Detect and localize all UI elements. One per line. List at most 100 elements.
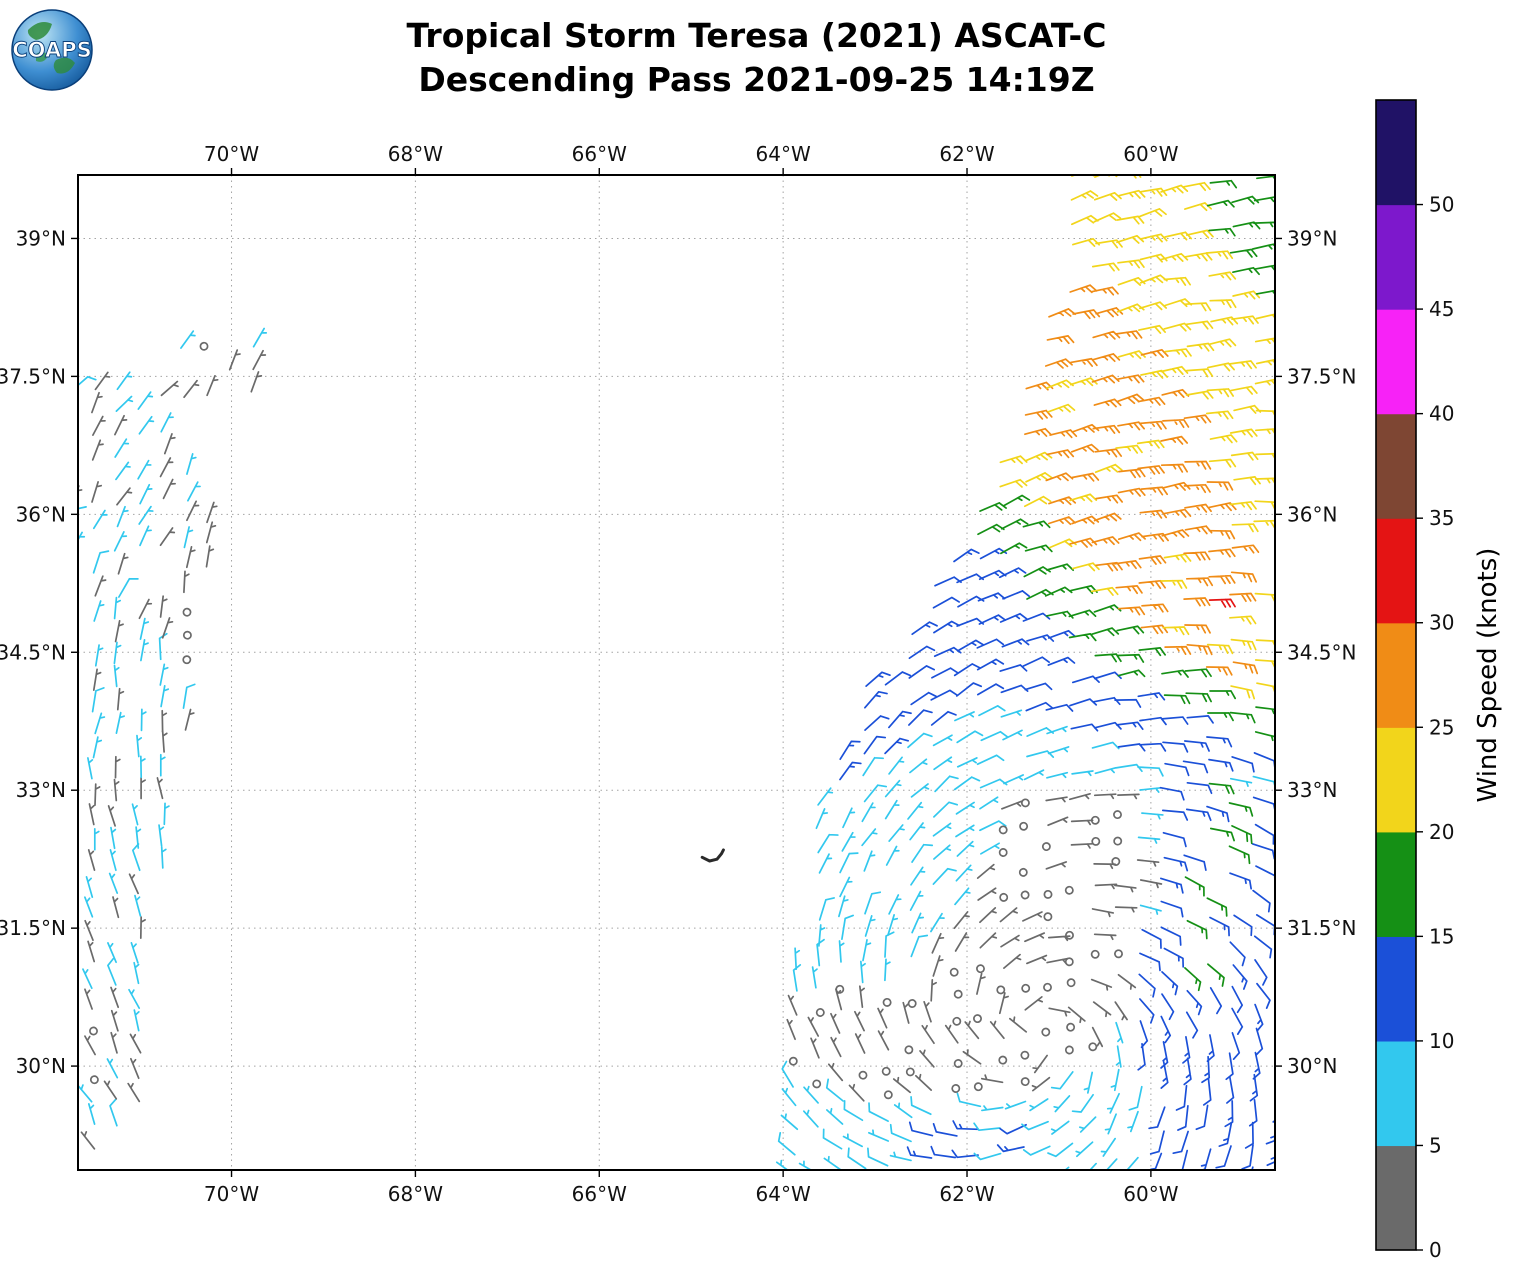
wind-barb bbox=[1252, 889, 1271, 913]
calm-circle bbox=[1113, 836, 1123, 846]
calm-circle bbox=[858, 1070, 868, 1080]
colorbar: 0 5 10 15 20 25 30 35 40 45 50 Wind Speed (knots) bbox=[1375, 99, 1503, 1262]
wind-barb bbox=[1095, 561, 1123, 572]
wind-barb bbox=[1186, 715, 1214, 724]
wind-barb bbox=[1253, 752, 1275, 771]
plot-title-line1: Tropical Storm Teresa (2021) ASCAT-C bbox=[406, 16, 1107, 55]
wind-barb bbox=[1114, 884, 1137, 893]
calm-circle bbox=[1041, 1027, 1051, 1037]
wind-barb bbox=[184, 708, 195, 731]
lat-label-left: 34.5°N bbox=[0, 640, 66, 664]
wind-barb bbox=[1048, 496, 1077, 506]
wind-barb bbox=[109, 1098, 118, 1127]
wind-barb bbox=[862, 939, 872, 962]
wind-barb bbox=[1218, 1121, 1233, 1147]
wind-barb bbox=[998, 992, 1009, 1015]
wind-barb bbox=[861, 802, 876, 823]
wind-barb bbox=[979, 932, 998, 949]
lat-label-right: 36°N bbox=[1287, 502, 1337, 526]
wind-barb bbox=[116, 505, 129, 528]
wind-barb bbox=[976, 683, 1005, 696]
wind-barb bbox=[92, 509, 108, 530]
wind-barb bbox=[1026, 727, 1055, 737]
wind-barb bbox=[65, 850, 75, 871]
wind-barb bbox=[980, 730, 1009, 742]
calm-circle bbox=[1091, 836, 1101, 846]
plot-frame bbox=[77, 174, 1276, 1171]
wind-barb bbox=[1116, 374, 1145, 384]
wind-barb bbox=[1160, 252, 1189, 262]
wind-barb bbox=[979, 907, 997, 924]
wind-barb bbox=[775, 1159, 795, 1170]
wind-barb bbox=[1163, 856, 1189, 872]
wind-barb bbox=[138, 598, 153, 620]
wind-barb bbox=[92, 415, 106, 436]
wind-barb bbox=[1071, 1093, 1094, 1113]
wind-barb bbox=[884, 671, 912, 686]
wind-barb bbox=[158, 632, 168, 661]
wind-barb bbox=[1139, 952, 1161, 972]
lon-label-bottom: 70°W bbox=[204, 1182, 259, 1206]
wind-barb bbox=[1208, 271, 1237, 281]
wind-barb bbox=[1183, 597, 1211, 607]
wind-barb bbox=[1185, 692, 1212, 703]
wind-barb bbox=[1210, 316, 1239, 326]
wind-barb bbox=[1022, 612, 1051, 622]
wind-barb bbox=[1022, 1145, 1051, 1156]
grid-lines bbox=[78, 175, 1275, 1170]
wind-barb bbox=[1226, 1076, 1235, 1104]
wind-barb bbox=[1024, 932, 1046, 943]
wind-barb bbox=[78, 531, 86, 552]
wind-barb bbox=[1208, 227, 1236, 237]
wind-barb bbox=[1160, 1015, 1172, 1044]
wind-barb bbox=[1230, 571, 1258, 583]
wind-barb bbox=[1024, 427, 1053, 437]
wind-barb bbox=[206, 501, 218, 524]
wind-barb bbox=[780, 1113, 799, 1131]
wind-barb bbox=[94, 712, 106, 735]
wind-barb bbox=[1000, 684, 1029, 694]
lon-label-top: 64°W bbox=[756, 142, 811, 166]
wind-barb bbox=[1148, 1106, 1166, 1130]
wind-barb bbox=[1000, 934, 1020, 948]
wind-barb bbox=[113, 641, 122, 665]
wind-barb bbox=[1022, 520, 1051, 529]
wind-barb bbox=[93, 827, 100, 851]
colorbar-segment-yellow bbox=[1376, 727, 1416, 833]
wind-barb bbox=[1046, 335, 1075, 345]
wind-barb bbox=[1045, 861, 1068, 870]
wind-barb bbox=[1208, 458, 1237, 468]
wind-barb bbox=[1208, 598, 1236, 608]
wind-barb bbox=[884, 779, 902, 798]
wind-barb bbox=[1141, 603, 1169, 613]
wind-barb bbox=[1116, 215, 1145, 225]
wind-barb bbox=[110, 1009, 119, 1032]
wind-barb bbox=[1046, 725, 1068, 735]
wind-barb bbox=[999, 1165, 1025, 1181]
wind-barb bbox=[955, 682, 983, 697]
lat-label-left: 36°N bbox=[16, 502, 66, 526]
colorbar-tick-label: 15 bbox=[1429, 924, 1454, 948]
wind-barb bbox=[115, 711, 125, 735]
wind-barb bbox=[854, 1033, 866, 1054]
wind-barb bbox=[187, 481, 201, 502]
wind-barb bbox=[127, 1082, 141, 1103]
wind-barb bbox=[1094, 448, 1123, 458]
wind-barb bbox=[1115, 444, 1143, 454]
wind-barb bbox=[1183, 551, 1211, 561]
wind-barb bbox=[956, 757, 978, 768]
wind-barb bbox=[1003, 953, 1022, 969]
wind-barb bbox=[113, 531, 128, 552]
wind-barb bbox=[1068, 633, 1097, 642]
calm-circle bbox=[882, 997, 892, 1007]
wind-barb bbox=[159, 595, 168, 618]
wind-barb bbox=[1139, 420, 1167, 430]
wind-barb bbox=[1026, 750, 1055, 758]
wind-barb bbox=[1000, 709, 1023, 718]
wind-barb bbox=[1194, 1168, 1210, 1194]
wind-barb bbox=[186, 500, 200, 522]
wind-barb bbox=[161, 709, 168, 733]
wind-barb bbox=[1003, 774, 1025, 785]
wind-barb bbox=[1138, 647, 1166, 657]
wind-barb bbox=[1208, 548, 1236, 558]
